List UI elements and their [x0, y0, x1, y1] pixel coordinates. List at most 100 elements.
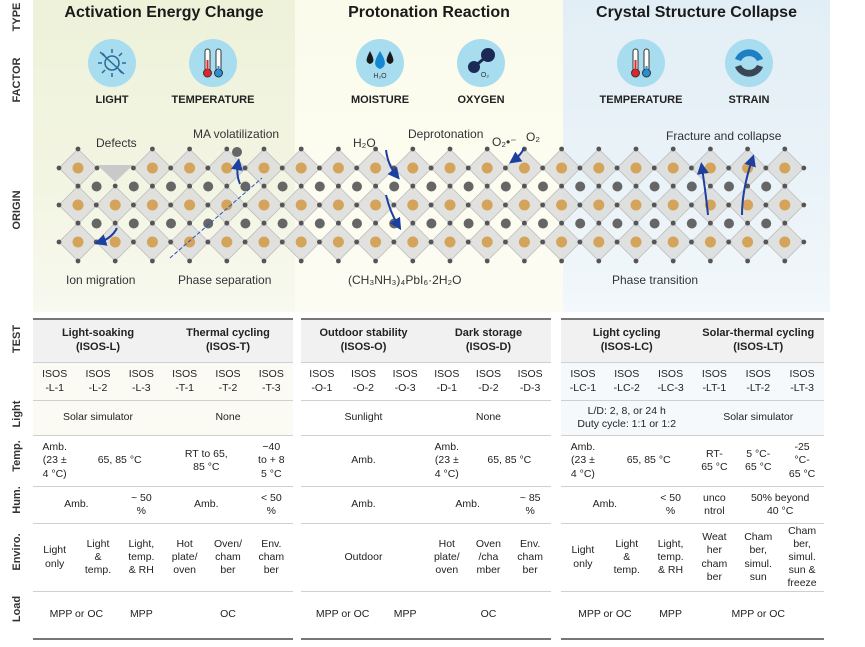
lead-atom — [556, 162, 568, 174]
ma-cation — [203, 218, 214, 229]
light-row-cell: None — [425, 400, 551, 436]
lead-atom — [444, 162, 456, 174]
lead-atom — [556, 236, 568, 248]
ma-cation — [649, 181, 660, 192]
iodide-atom — [93, 239, 99, 245]
iodide-atom — [187, 146, 193, 152]
panel-title: Activation Energy Change — [64, 4, 264, 21]
iodide-atom — [75, 220, 81, 226]
ma-cation — [128, 181, 139, 192]
iodide-atom — [205, 165, 211, 171]
label-ma-volatilization: MA volatilization — [193, 127, 280, 141]
iodide-atom — [614, 165, 620, 171]
lead-atom — [109, 236, 121, 248]
humidity-row-cell: Amb. — [425, 486, 510, 524]
environment-row-cell: Light, temp. & RH — [119, 523, 163, 592]
isos-code-row-cell: ISOS -L-2 — [76, 362, 120, 401]
test-group-header-cell: Dark storage (ISOS-D) — [425, 318, 551, 363]
iodide-atom — [763, 165, 769, 171]
lead-atom — [667, 199, 679, 211]
ma-cation — [761, 181, 772, 192]
lead-atom — [332, 236, 344, 248]
factor-label: MOISTURE — [350, 94, 410, 106]
temp-row: Amb. (23 ± 4 °C) 65, 85 °C RT to 65, 85 °C… — [33, 435, 293, 487]
iodide-atom — [373, 146, 378, 152]
factor-light: LIGHT — [67, 39, 157, 106]
iodide-atom — [708, 220, 713, 226]
iodide-atom — [131, 202, 136, 208]
iodide-atom — [428, 239, 434, 245]
iodide-atom — [93, 202, 99, 208]
iodide-atom — [205, 239, 211, 245]
temp-row-cell: Amb. — [301, 435, 426, 487]
lead-atom — [593, 236, 605, 248]
factor-label: OXYGEN — [457, 94, 505, 106]
lead-atom — [370, 236, 382, 248]
iodide-atom — [224, 220, 230, 226]
load-row-cell: MPP or OC — [561, 591, 649, 639]
humidity-row-cell: ~ 85 % — [509, 486, 551, 524]
panel-title: Protonation Reaction — [348, 4, 510, 21]
lead-atom — [295, 199, 307, 211]
svg-text:O₂: O₂ — [481, 72, 489, 79]
isos-code-row-cell: ISOS -D-3 — [509, 362, 551, 401]
water-drops-icon: H₂O — [356, 39, 404, 87]
environment-row: Outdoor Hot plate/ oven Oven /cha mber Env.… — [301, 523, 551, 592]
iodide-atom — [279, 202, 285, 208]
ma-cation — [128, 218, 139, 229]
row-label-temp: Temp. — [10, 440, 23, 472]
iodide-atom — [503, 239, 508, 245]
iodide-atom — [131, 165, 136, 171]
iodide-atom — [540, 202, 545, 208]
ma-cation — [612, 181, 623, 192]
iodide-atom — [745, 183, 750, 189]
lead-atom — [370, 199, 382, 211]
humidity-row-cell: unco ntrol — [692, 486, 737, 524]
iodide-atom — [651, 239, 657, 245]
light-row-cell: Solar simulator — [33, 400, 163, 436]
ma-cation — [463, 181, 474, 192]
panel-title: Crystal Structure Collapse — [596, 4, 797, 21]
lead-atom — [444, 236, 456, 248]
iodide-atom — [465, 202, 471, 208]
ma-cation — [538, 181, 548, 192]
humidity-row-cell: ~ 50 % — [119, 486, 163, 524]
iodide-atom — [559, 258, 564, 264]
iodide-atom — [94, 165, 100, 171]
ma-cation — [352, 218, 362, 229]
iodide-atom — [150, 220, 155, 226]
iodide-atom — [373, 183, 378, 189]
light-row-cell: Sunlight — [301, 400, 426, 436]
ma-cation — [575, 218, 586, 229]
iodide-atom — [224, 146, 230, 152]
isos-code-row-cell: ISOS -O-3 — [384, 362, 426, 401]
isos-code-row: ISOS -O-1 ISOS -O-2 ISOS -O-3 ISOS -D-1 ISOS… — [301, 362, 551, 401]
lead-atom — [518, 199, 530, 211]
isos-code-row-cell: ISOS -L-3 — [119, 362, 163, 401]
iodide-atom — [373, 258, 378, 264]
iodide-atom — [540, 239, 545, 245]
iodide-atom — [428, 202, 434, 208]
iodide-atom — [336, 183, 341, 189]
iodide-atom — [745, 146, 750, 152]
isos-code-row-cell: ISOS -D-1 — [425, 362, 468, 401]
iodide-atom — [75, 258, 81, 264]
load-row-cell: MPP — [384, 591, 426, 639]
iodide-atom — [112, 183, 118, 189]
iodide-atom — [317, 202, 322, 208]
iodide-atom — [782, 220, 788, 226]
lead-atom — [667, 162, 679, 174]
iodide-atom — [391, 202, 397, 208]
lead-atom — [518, 236, 530, 248]
temp-row-cell: Amb. (23 ± 4 °C) — [425, 435, 468, 487]
humidity-row: Amb. ~ 50 % Amb. < 50 % — [33, 486, 293, 524]
temp-row-cell: Amb. (23 ± 4 °C) — [561, 435, 605, 487]
test-group-header: Outdoor stability (ISOS-O) Dark storage (… — [301, 318, 551, 363]
iodide-atom — [150, 183, 155, 189]
lead-atom — [184, 236, 196, 248]
iodide-atom — [298, 258, 304, 264]
lead-atom — [630, 162, 642, 174]
iodide-atom — [559, 146, 564, 152]
lead-atom — [295, 162, 307, 174]
iodide-atom — [410, 258, 416, 264]
